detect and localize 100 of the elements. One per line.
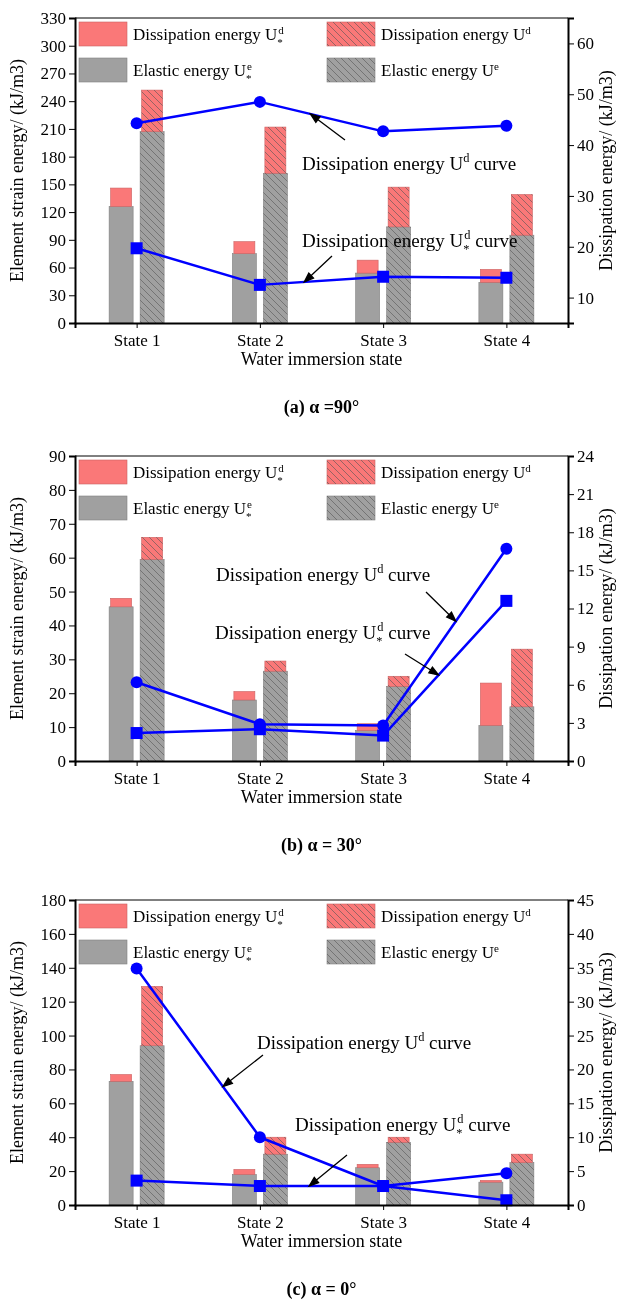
y-tick-label: 60: [49, 548, 66, 568]
y2-tick-label: 20: [577, 1060, 594, 1080]
y-tick-label: 100: [40, 1026, 66, 1046]
point: [500, 594, 513, 607]
y-tick-label: 300: [40, 36, 66, 56]
y-tick-label: 0: [57, 313, 66, 333]
y2-tick-label: 10: [577, 288, 594, 308]
y2-tick-label: 25: [577, 1026, 594, 1046]
point: [253, 1131, 266, 1144]
point: [253, 278, 266, 291]
y2-tick-label: 40: [577, 924, 594, 944]
point: [130, 727, 143, 740]
y-tick-label: 50: [49, 582, 66, 602]
y-tick-label: 120: [40, 203, 66, 223]
legend-label: Dissipation energy U$^{d}$: [381, 462, 532, 482]
y-axis-title: Element strain energy/ (kJ/m3): [7, 940, 28, 1165]
x-tick-label: State 4: [483, 769, 531, 789]
x-tick-label: State 3: [360, 769, 407, 789]
bar: [108, 206, 134, 324]
y-tick-label: 180: [40, 147, 66, 167]
y-tick-label: 270: [40, 64, 66, 84]
bar: [232, 253, 257, 324]
y-axis-title: Element strain energy/ (kJ/m3): [7, 58, 28, 283]
y2-tick-label: 30: [577, 992, 594, 1012]
point: [253, 1180, 266, 1193]
bar: [110, 598, 132, 608]
annotation: Dissipation energy U$_{*}$$^{d}$ curve: [215, 619, 431, 648]
point: [130, 676, 143, 689]
bar: [478, 725, 504, 762]
y-tick-label: 180: [40, 890, 66, 910]
bar: [108, 606, 134, 762]
y-tick-label: 80: [49, 1060, 66, 1080]
y-tick-label: 30: [49, 286, 66, 306]
point: [500, 542, 513, 555]
y-tick-label: 60: [49, 258, 66, 278]
bar: [108, 1081, 134, 1206]
y2-tick-label: 60: [577, 34, 594, 54]
x-axis-title: Water immersion state: [240, 787, 403, 807]
y-tick-label: 40: [49, 616, 66, 636]
x-tick-label: State 1: [113, 1213, 161, 1233]
text: (c) α = 0°: [286, 1279, 357, 1300]
y2-tick-label: 9: [577, 637, 586, 657]
annotation: Dissipation energy U$^{d}$ curve: [257, 1029, 472, 1054]
bar: [110, 187, 132, 207]
annotation: Dissipation energy U$^{d}$ curve: [216, 561, 431, 586]
y2-tick-label: 50: [577, 85, 594, 105]
y2-tick-label: 0: [577, 751, 586, 771]
x-tick-label: State 2: [237, 769, 284, 789]
legend-label: Elastic energy U$^{e}$: [381, 498, 499, 518]
point: [130, 1174, 143, 1187]
y2-tick-label: 15: [577, 1094, 594, 1114]
y-tick-label: 20: [49, 1162, 66, 1182]
bar: [110, 1074, 132, 1082]
y-tick-label: 330: [40, 8, 66, 28]
bar: [233, 691, 256, 701]
y-axis-title: Element strain energy/ (kJ/m3): [7, 496, 28, 721]
y2-tick-label: 20: [577, 237, 594, 257]
annotation: Dissipation energy U$_{*}$$^{d}$ curve: [295, 1111, 511, 1140]
y-tick-label: 0: [57, 1195, 66, 1215]
y2-tick-label: 6: [577, 675, 586, 695]
x-tick-label: State 1: [113, 769, 161, 789]
legend-label: Dissipation energy U$^{d}$: [381, 906, 532, 926]
y-tick-label: 80: [49, 480, 66, 500]
y2-tick-label: 10: [577, 1128, 594, 1148]
point: [377, 270, 390, 283]
x-tick-label: State 2: [237, 331, 284, 351]
y-tick-label: 150: [40, 175, 66, 195]
x-tick-label: State 4: [483, 1213, 531, 1233]
bar: [356, 259, 379, 274]
y2-tick-label: 18: [577, 523, 594, 543]
legend-label: Dissipation energy U$^{d}$: [381, 24, 532, 44]
bar: [355, 272, 380, 324]
y-tick-label: 140: [40, 958, 66, 978]
y-tick-label: 90: [49, 230, 66, 250]
annotation: Dissipation energy U$^{d}$ curve: [302, 150, 517, 175]
bar: [233, 1169, 256, 1175]
y2-tick-label: 12: [577, 599, 594, 619]
x-tick-label: State 3: [360, 1213, 407, 1233]
y2-tick-label: 40: [577, 136, 594, 156]
point: [500, 271, 513, 284]
x-axis-title: Water immersion state: [240, 349, 403, 369]
y-tick-label: 10: [49, 718, 66, 738]
y2-tick-label: 0: [577, 1195, 586, 1215]
point: [253, 95, 266, 108]
bar: [233, 241, 256, 254]
y-tick-label: 0: [57, 751, 66, 771]
bar: [478, 282, 504, 324]
point: [130, 117, 143, 130]
x-axis-title: Water immersion state: [240, 1231, 403, 1251]
y-tick-label: 20: [49, 684, 66, 704]
y2-tick-label: 5: [577, 1162, 586, 1182]
x-tick-label: State 3: [360, 331, 407, 351]
point: [130, 242, 143, 255]
y2-tick-label: 45: [577, 890, 594, 910]
y-tick-label: 60: [49, 1094, 66, 1114]
bar: [480, 682, 502, 726]
y-tick-label: 120: [40, 992, 66, 1012]
y2-tick-label: 30: [577, 186, 594, 206]
point: [377, 125, 390, 138]
bar: [356, 1164, 379, 1169]
